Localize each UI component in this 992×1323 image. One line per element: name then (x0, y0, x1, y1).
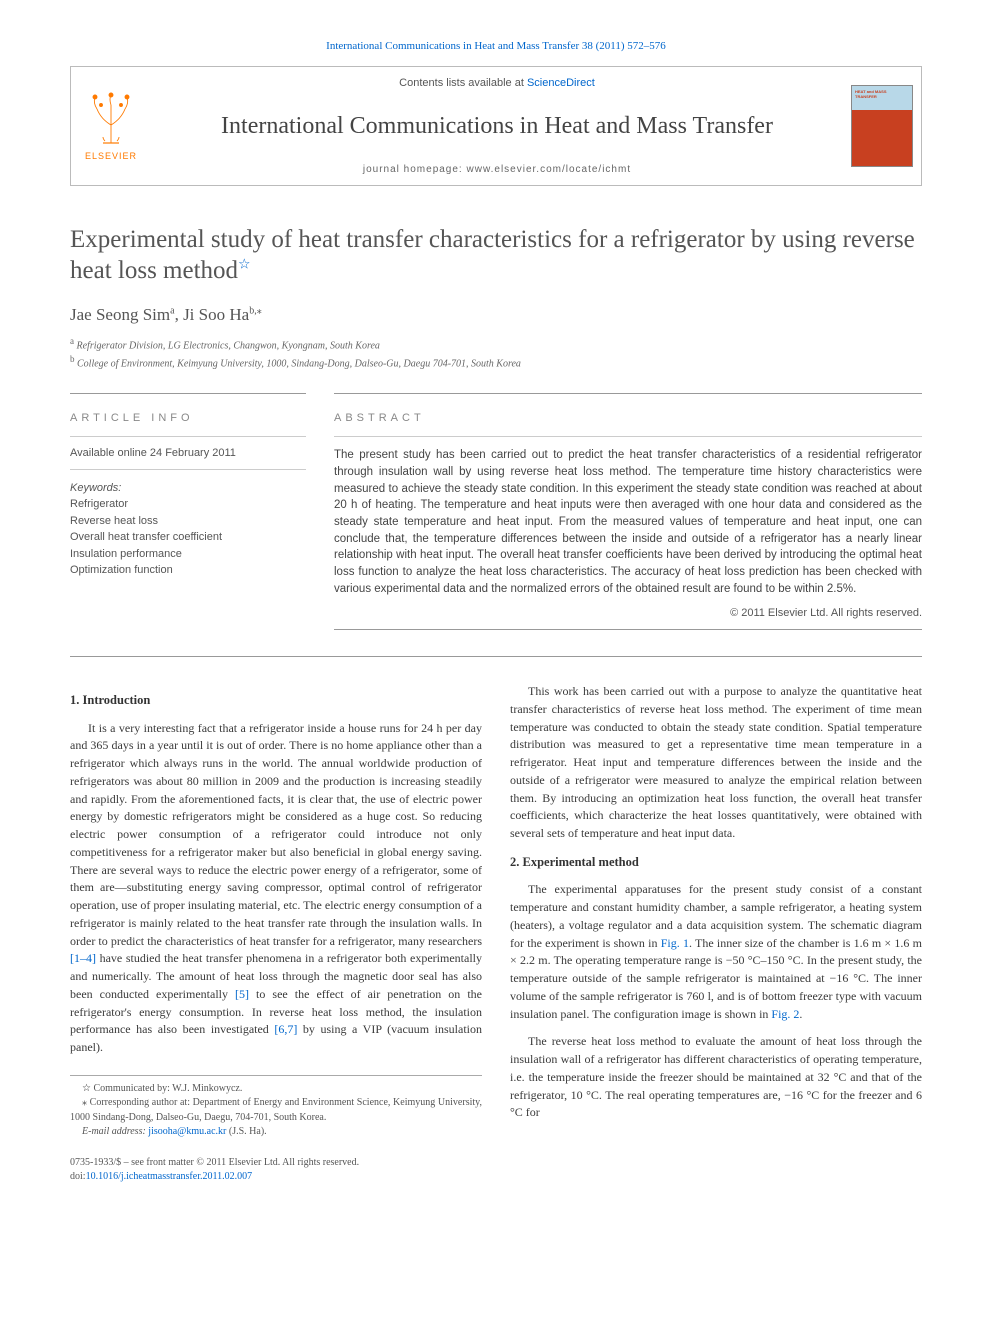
intro-paragraph-1: It is a very interesting fact that a ref… (70, 720, 482, 1057)
ref-link-1-4[interactable]: [1–4] (70, 951, 96, 965)
contents-lists-line: Contents lists available at ScienceDirec… (399, 77, 595, 89)
abstract-block: abstract The present study has been carr… (334, 393, 922, 630)
article-title: Experimental study of heat transfer char… (70, 224, 922, 287)
fig-link-2[interactable]: Fig. 2 (771, 1007, 799, 1021)
journal-citation-link[interactable]: International Communications in Heat and… (70, 40, 922, 52)
issn-copyright-line: 0735-1933/$ – see front matter © 2011 El… (70, 1156, 482, 1170)
available-online: Available online 24 February 2011 (70, 447, 306, 459)
method-p1-c: . (799, 1007, 802, 1021)
author-sep: , (175, 305, 184, 324)
abstract-text: The present study has been carried out t… (334, 447, 922, 597)
footnote-communicated: ☆ Communicated by: W.J. Minkowycz. (70, 1082, 482, 1097)
journal-title: International Communications in Heat and… (221, 113, 773, 140)
author-1[interactable]: Jae Seong Sim (70, 305, 170, 324)
keyword: Insulation performance (70, 546, 306, 563)
section-heading-intro: 1. Introduction (70, 691, 482, 710)
journal-header: ELSEVIER Contents lists available at Sci… (70, 66, 922, 186)
author-2[interactable]: Ji Soo Ha (183, 305, 249, 324)
aff-b-mark: b (70, 354, 75, 364)
header-center: Contents lists available at ScienceDirec… (151, 67, 843, 185)
keyword: Overall heat transfer coefficient (70, 529, 306, 546)
corr-star-icon: ⁎ (82, 1097, 87, 1108)
keyword: Optimization function (70, 562, 306, 579)
affiliation-a: a Refrigerator Division, LG Electronics,… (70, 335, 922, 353)
divider (70, 436, 306, 437)
footnotes: ☆ Communicated by: W.J. Minkowycz. ⁎ Cor… (70, 1075, 482, 1140)
journal-homepage-line: journal homepage: www.elsevier.com/locat… (363, 164, 631, 175)
article-info-block: article info Available online 24 Februar… (70, 393, 306, 630)
journal-cover-thumbnail[interactable] (851, 85, 913, 167)
method-paragraph-2: The reverse heat loss method to evaluate… (510, 1033, 922, 1122)
doi-line: doi:10.1016/j.icheatmasstransfer.2011.02… (70, 1170, 482, 1184)
abstract-label: abstract (334, 412, 922, 424)
article-body: 1. Introduction It is a very interesting… (70, 683, 922, 1184)
author-2-aff: b, (249, 305, 257, 316)
affiliations: a Refrigerator Division, LG Electronics,… (70, 335, 922, 372)
keywords-heading: Keywords: (70, 482, 306, 494)
affiliation-b: b College of Environment, Keimyung Unive… (70, 353, 922, 371)
footnote-email: E-mail address: jisooha@kmu.ac.kr (J.S. … (70, 1125, 482, 1140)
corresponding-text: Corresponding author at: Department of E… (70, 1097, 482, 1123)
divider (70, 469, 306, 470)
sciencedirect-link[interactable]: ScienceDirect (527, 77, 595, 89)
ref-link-6-7[interactable]: [6,7] (274, 1022, 297, 1036)
email-link[interactable]: jisooha@kmu.ac.kr (148, 1126, 226, 1137)
publisher-logo-block: ELSEVIER (71, 67, 151, 185)
section-heading-method: 2. Experimental method (510, 853, 922, 872)
article-title-text: Experimental study of heat transfer char… (70, 226, 915, 284)
contents-prefix: Contents lists available at (399, 77, 527, 89)
authors-line: Jae Seong Sima, Ji Soo Hab,⁎ (70, 305, 922, 325)
title-footnote-star[interactable]: ☆ (238, 258, 251, 273)
keyword: Refrigerator (70, 496, 306, 513)
aff-a-text: Refrigerator Division, LG Electronics, C… (77, 340, 380, 351)
publisher-name: ELSEVIER (85, 151, 137, 161)
footnote-star-icon: ☆ (82, 1083, 91, 1094)
abstract-copyright: © 2011 Elsevier Ltd. All rights reserved… (334, 607, 922, 619)
divider (334, 629, 922, 630)
intro-paragraph-2: This work has been carried out with a pu… (510, 683, 922, 843)
doi-prefix: doi: (70, 1171, 86, 1182)
elsevier-tree-icon (83, 91, 139, 147)
article-info-label: article info (70, 412, 306, 424)
intro-p1-a: It is a very interesting fact that a ref… (70, 721, 482, 948)
corresponding-mark[interactable]: ⁎ (257, 305, 262, 316)
front-matter-meta: 0735-1933/$ – see front matter © 2011 El… (70, 1156, 482, 1184)
communicated-by: Communicated by: W.J. Minkowycz. (93, 1083, 242, 1094)
citation-text: 38 (2011) 572–576 (582, 40, 666, 52)
homepage-url: www.elsevier.com/locate/ichmt (467, 164, 632, 175)
homepage-prefix: journal homepage: (363, 164, 467, 175)
journal-name: International Communications in Heat and… (326, 40, 579, 52)
email-label: E-mail address: (82, 1126, 148, 1137)
fig-link-1[interactable]: Fig. 1 (661, 936, 689, 950)
aff-a-mark: a (70, 336, 74, 346)
aff-b-text: College of Environment, Keimyung Univers… (77, 358, 521, 369)
method-paragraph-1: The experimental apparatuses for the pre… (510, 881, 922, 1023)
email-who: (J.S. Ha). (226, 1126, 266, 1137)
section-divider (70, 656, 922, 657)
ref-link-5[interactable]: [5] (235, 987, 249, 1001)
journal-cover-thumb-wrap (843, 67, 921, 185)
footnote-corresponding: ⁎ Corresponding author at: Department of… (70, 1096, 482, 1125)
keyword: Reverse heat loss (70, 513, 306, 530)
doi-link[interactable]: 10.1016/j.icheatmasstransfer.2011.02.007 (86, 1171, 253, 1182)
keywords-list: Refrigerator Reverse heat loss Overall h… (70, 496, 306, 579)
divider (334, 436, 922, 437)
